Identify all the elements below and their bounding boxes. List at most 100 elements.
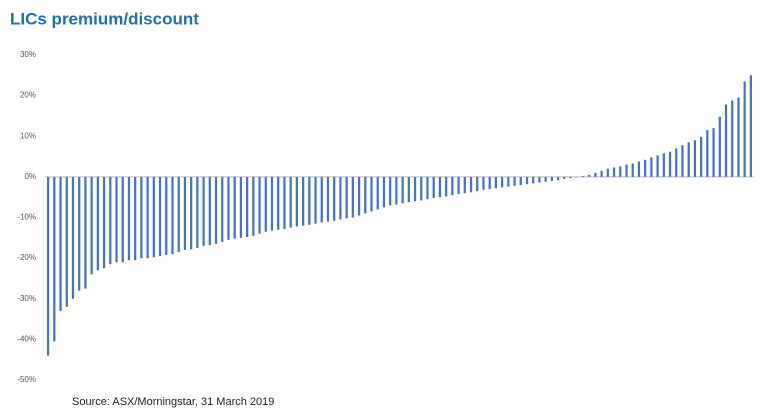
bar	[301, 176, 305, 226]
bar	[90, 176, 93, 275]
bar	[612, 167, 616, 177]
bar	[239, 176, 243, 238]
bar	[71, 176, 75, 299]
bar	[264, 176, 267, 232]
bar	[420, 176, 423, 201]
bar	[84, 176, 87, 289]
bar	[382, 176, 386, 208]
bar	[488, 176, 491, 190]
bar	[563, 176, 566, 179]
bar	[252, 176, 255, 236]
bar	[619, 166, 622, 177]
bar	[127, 176, 131, 261]
bar	[314, 176, 317, 224]
bar	[140, 176, 143, 259]
y-tick-label: -40%	[17, 334, 36, 343]
bar	[345, 176, 348, 219]
bar	[227, 176, 230, 240]
bar	[451, 176, 454, 196]
bar	[544, 176, 547, 182]
bar	[749, 75, 753, 177]
bar	[581, 176, 585, 177]
bar	[507, 176, 510, 187]
bar	[445, 176, 448, 197]
source-note: Source: ASX/Morningstar, 31 March 2019	[72, 396, 274, 408]
bar	[432, 176, 435, 198]
bar	[165, 176, 168, 255]
bar	[109, 176, 112, 265]
bar	[326, 176, 330, 222]
y-tick-label: 30%	[20, 50, 36, 59]
bar	[308, 176, 311, 225]
bar	[706, 130, 709, 177]
bar	[644, 159, 647, 177]
bar	[339, 176, 342, 220]
bar	[270, 176, 274, 231]
bar	[401, 176, 404, 204]
y-tick-label: -20%	[17, 253, 36, 262]
bar	[631, 163, 634, 177]
bar	[532, 176, 535, 184]
bar	[177, 176, 180, 253]
bar	[376, 176, 379, 210]
bar	[46, 176, 50, 356]
bar	[413, 176, 417, 202]
bar	[556, 176, 560, 181]
bar	[606, 168, 609, 177]
bar	[494, 176, 498, 189]
bar	[333, 176, 336, 221]
bar	[538, 176, 541, 183]
bar	[370, 176, 373, 212]
bar	[569, 176, 572, 179]
bar	[233, 176, 236, 239]
bar	[171, 176, 174, 255]
bar	[134, 176, 137, 261]
bar	[65, 176, 68, 307]
bar	[351, 176, 354, 218]
bar	[357, 176, 361, 216]
chart-title: LICs premium/discount	[10, 9, 199, 28]
bar	[482, 176, 485, 190]
bar	[190, 176, 193, 250]
bar	[426, 176, 429, 200]
bar	[681, 145, 684, 177]
bar	[718, 116, 721, 177]
bar	[469, 176, 473, 193]
bar	[202, 176, 205, 246]
bar	[320, 176, 323, 223]
bar	[600, 170, 603, 177]
bar	[675, 148, 678, 177]
bar	[668, 151, 672, 177]
bar	[625, 164, 628, 177]
bar	[588, 174, 591, 177]
bar	[258, 176, 261, 234]
bar	[743, 81, 746, 177]
bar	[364, 176, 367, 214]
bar	[196, 176, 199, 248]
bar	[395, 176, 398, 205]
bar	[519, 176, 522, 185]
y-tick-label: 10%	[20, 131, 36, 140]
bar	[737, 97, 740, 177]
bar	[121, 176, 124, 263]
bar	[96, 176, 99, 271]
bar	[724, 104, 728, 177]
y-tick-label: 20%	[20, 91, 36, 100]
bar	[152, 176, 155, 258]
bar	[463, 176, 466, 194]
bar	[650, 157, 653, 177]
bar	[457, 176, 460, 194]
bar	[656, 155, 659, 177]
bar	[700, 137, 703, 177]
bar	[183, 176, 187, 250]
bar	[693, 140, 697, 177]
bar	[438, 176, 442, 198]
y-tick-label: -10%	[17, 213, 36, 222]
bar	[53, 176, 56, 342]
bar	[221, 176, 224, 242]
bar	[687, 142, 690, 177]
bar	[712, 128, 715, 177]
bar	[662, 153, 665, 177]
bar	[59, 176, 62, 311]
